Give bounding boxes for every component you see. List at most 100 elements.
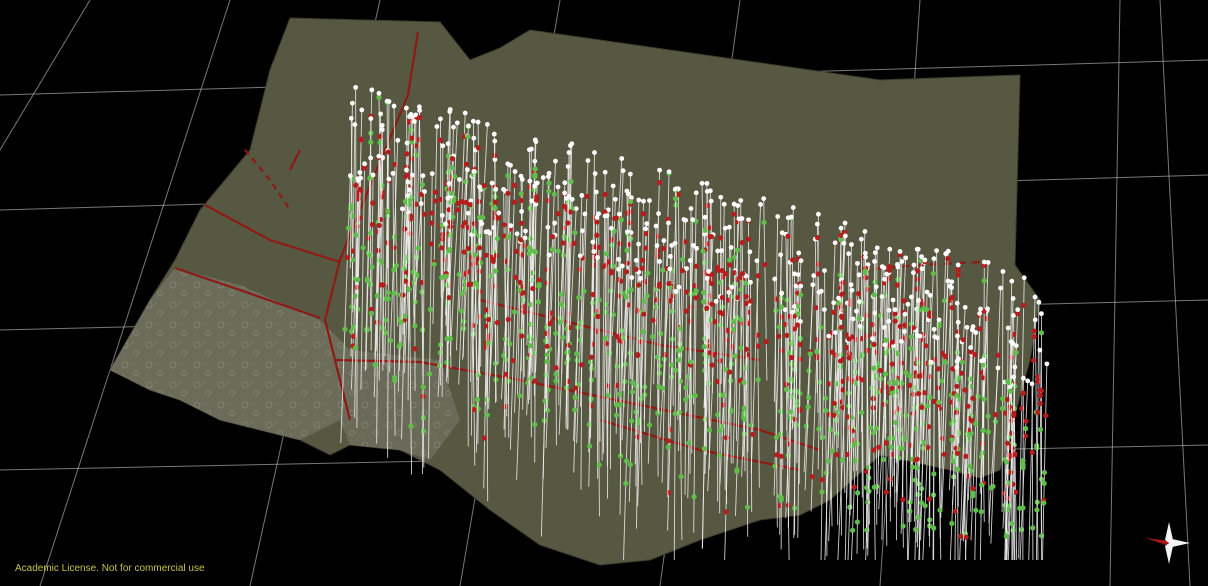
assay-interval-high [616, 337, 623, 344]
assay-interval-low [449, 165, 455, 171]
drill-hole-collar [602, 169, 608, 175]
drill-hole-trace [659, 268, 671, 439]
drill-hole-collar [454, 120, 460, 126]
drill-hole-trace [546, 173, 550, 411]
assay-interval-low [773, 434, 779, 440]
drill-hole-trace [939, 253, 947, 479]
drill-hole-collar [553, 158, 558, 164]
drill-hole-trace [554, 235, 557, 446]
assay-interval-high [465, 224, 471, 231]
assay-interval-low [783, 386, 790, 393]
assay-interval-low [345, 225, 352, 231]
assay-interval-low [596, 297, 602, 303]
assay-interval-high [653, 297, 659, 303]
assay-interval-low [360, 245, 366, 251]
drill-hole-trace [485, 231, 489, 502]
assay-interval-high [492, 199, 498, 205]
assay-interval-low [476, 214, 483, 220]
drill-hole-trace [956, 367, 959, 561]
drill-hole-collar [855, 260, 860, 266]
drill-hole-collar [395, 137, 401, 143]
assay-interval-high [795, 322, 801, 328]
assay-interval-low [823, 395, 829, 402]
drill-hole-collar [981, 259, 987, 265]
drill-hole-trace [750, 204, 761, 474]
assay-interval-high [1004, 440, 1011, 446]
assay-interval-low [379, 325, 385, 331]
north-arrow-compass-icon[interactable] [1144, 518, 1194, 568]
assay-interval-low [973, 507, 979, 513]
assay-interval-high [449, 155, 456, 162]
drill-hole [579, 228, 585, 490]
drill-hole-collar [758, 202, 763, 207]
assay-interval-low [931, 525, 937, 531]
assay-interval-low [618, 453, 624, 459]
assay-interval-low [734, 247, 740, 253]
drill-hole-collar [540, 175, 546, 180]
assay-interval-high [791, 326, 798, 332]
assay-interval-high [511, 199, 517, 205]
assay-interval-high [503, 371, 509, 377]
assay-interval-low [560, 334, 566, 341]
drill-hole-trace [625, 193, 629, 359]
assay-interval-high [518, 197, 525, 204]
assay-interval-low [1034, 507, 1040, 513]
assay-interval-high [833, 352, 839, 358]
drill-hole [743, 273, 751, 537]
drill-hole-trace [763, 198, 768, 381]
drill-hole-trace [1018, 277, 1025, 559]
drill-hole-collar [927, 293, 933, 298]
assay-interval-high [876, 444, 882, 450]
drill-hole-collar [592, 150, 597, 155]
drill-hole-collar [715, 248, 721, 254]
drill-hole-collar [347, 173, 353, 179]
drill-hole-collar [591, 249, 597, 254]
drill-hole-trace [397, 208, 403, 392]
assay-interval-high [724, 327, 730, 333]
assay-interval-low [942, 359, 948, 365]
assay-interval-low [895, 276, 901, 282]
assay-interval-low [941, 298, 948, 304]
assay-interval-low [1013, 349, 1019, 356]
drill-hole [778, 291, 785, 550]
drill-hole-collar [842, 220, 848, 226]
assay-interval-low [859, 353, 865, 359]
drill-hole-collar [761, 196, 767, 202]
assay-interval-low [376, 257, 382, 263]
assay-interval-high [1037, 400, 1043, 407]
drill-hole-collar [702, 214, 708, 220]
drill-hole-collar [704, 275, 710, 281]
assay-interval-high [481, 435, 488, 441]
assay-interval-low [927, 394, 933, 400]
assay-interval-high [886, 267, 892, 274]
assay-interval-low [1004, 507, 1010, 513]
drill-hole [637, 221, 650, 507]
drill-hole-trace [1042, 363, 1048, 561]
assay-interval-high [642, 279, 648, 285]
assay-interval-low [978, 454, 985, 460]
drill-hole [572, 253, 583, 441]
drill-hole-collar [577, 253, 583, 259]
assay-interval-high [955, 267, 961, 273]
drill-hole-trace [1001, 271, 1004, 512]
drill-hole-collar [493, 186, 499, 192]
assay-interval-high [840, 387, 846, 393]
drill-hole-trace [667, 256, 671, 498]
assay-interval-low [1030, 525, 1036, 531]
assay-interval-low [880, 456, 886, 463]
assay-interval-high [972, 351, 978, 358]
assay-interval-low [921, 305, 927, 312]
drill-hole [826, 240, 838, 495]
assay-interval-high [1035, 379, 1041, 385]
assay-interval-low [557, 319, 564, 325]
assay-interval-high [955, 272, 961, 278]
drill-hole [602, 213, 610, 454]
assay-interval-low [717, 452, 723, 459]
assay-interval-high [789, 354, 795, 361]
assay-interval-low [899, 445, 905, 452]
drill-hole-collar [895, 261, 900, 267]
drill-hole [837, 240, 847, 448]
drill-hole-collar [496, 210, 502, 216]
drill-hole-collar [451, 124, 456, 130]
